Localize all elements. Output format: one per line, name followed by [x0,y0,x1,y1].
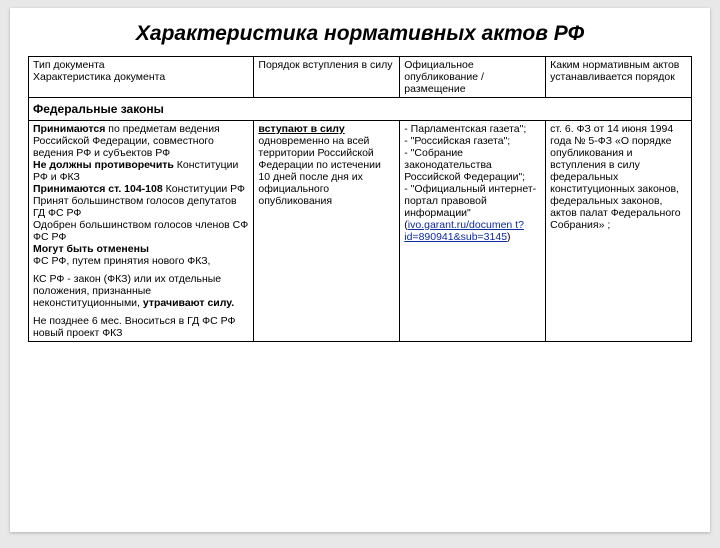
page: Характеристика нормативных актов РФ Тип … [10,8,710,532]
header-text: Характеристика документа [33,71,165,83]
text: - "Собрание законодательства Российской … [404,147,525,183]
text-bold: Не должны противоречить [33,159,174,171]
text-bold: Могут быть отменены [33,243,149,255]
col-header-type: Тип документа Характеристика документа [29,57,254,98]
section-title: Федеральные законы [29,98,692,121]
text-bold: утрачивают силу. [143,297,234,309]
header-text: Тип документа [33,59,105,71]
text: - Парламентская газета"; [404,123,526,135]
text: ) [507,231,511,243]
page-title: Характеристика нормативных актов РФ [28,22,692,46]
cell-entry-into-force: вступают в силу одновременно на всей тер… [254,121,400,342]
text: Конституции РФ [163,183,245,195]
text: ФС РФ, путем принятия нового ФКЗ, [33,255,210,267]
text-bold: Принимаются [33,123,105,135]
cell-characteristic: Принимаются по предметам ведения Российс… [29,121,254,342]
col-header-entry: Порядок вступления в силу [254,57,400,98]
cell-publication: - Парламентская газета"; - "Российская г… [400,121,546,342]
text: одновременно на всей территории Российск… [258,135,380,207]
cell-normative-act: ст. 6. ФЗ от 14 июня 1994 года № 5-ФЗ «О… [546,121,692,342]
normative-acts-table: Тип документа Характеристика документа П… [28,56,692,342]
text: Не позднее 6 мес. Вноситься в ГД ФС РФ н… [33,315,249,339]
text: - "Российская газета"; [404,135,510,147]
text-bold-underline: вступают в силу [258,123,344,135]
section-row: Федеральные законы [29,98,692,121]
table-row: Принимаются по предметам ведения Российс… [29,121,692,342]
col-header-publication: Официальное опубликование / размещение [400,57,546,98]
garant-link[interactable]: ivo.garant.ru/documen t?id=890941&sub=31… [404,219,524,243]
text: Принят большинством голосов депутатов ГД… [33,195,237,219]
text: Одобрен большинством голосов членов СФ Ф… [33,219,248,243]
text-bold: Принимаются ст. 104-108 [33,183,163,195]
col-header-by-act: Каким нормативным актов устанавливается … [546,57,692,98]
table-header-row: Тип документа Характеристика документа П… [29,57,692,98]
